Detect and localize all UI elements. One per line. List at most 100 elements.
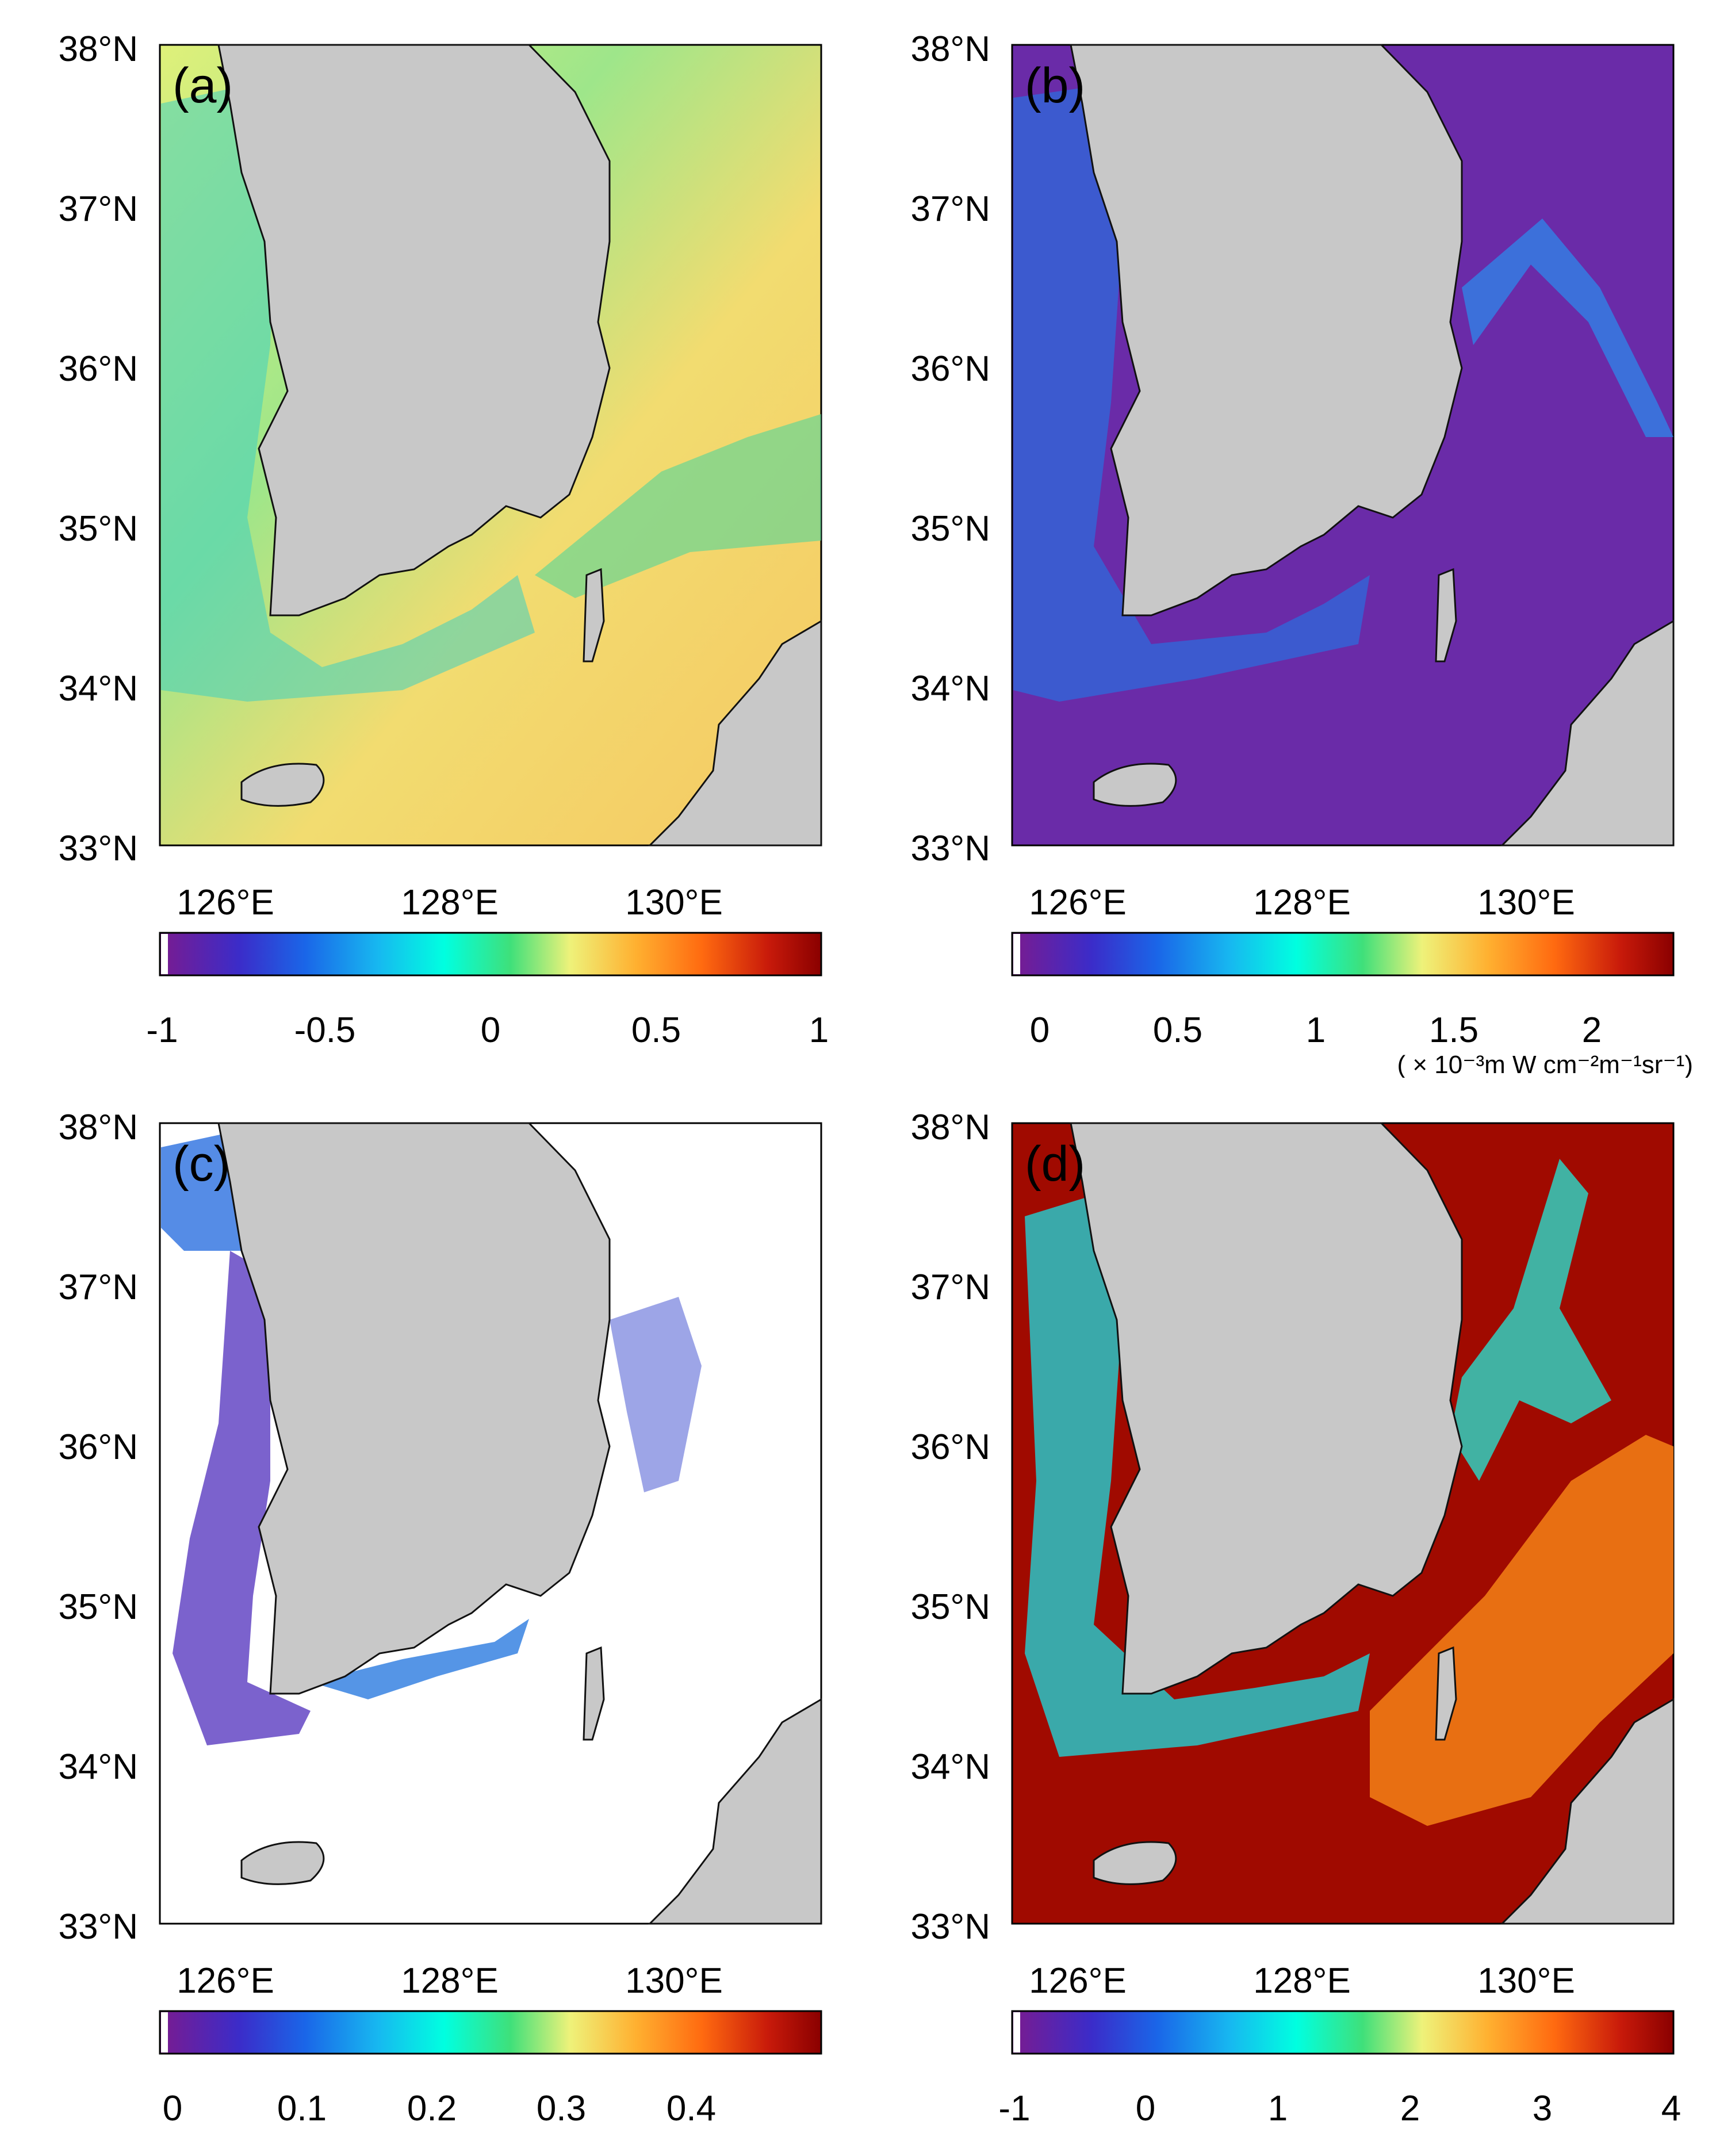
japan-landmass: [1500, 619, 1675, 847]
tsushima-island: [1435, 1646, 1457, 1741]
lat-label: 38°N: [910, 29, 990, 69]
japan-landmass: [648, 619, 822, 847]
panel-a-svg: (a) 38°N 37°N 36°N 35°N 34°N 33°N 126°E …: [58, 29, 829, 1050]
colorbar-tick: 1.5: [1429, 1010, 1478, 1050]
lon-label: 128°E: [401, 883, 499, 922]
lat-label: 33°N: [910, 1907, 990, 1947]
colorbar-tick: 1: [1306, 1010, 1326, 1050]
korea-landmass: [1070, 44, 1463, 616]
colorbar-nodata-swatch: [1013, 2012, 1020, 2052]
panel-c-svg: (c) 38°N 37°N 36°N 35°N 34°N 33°N 126°E …: [58, 1108, 822, 2128]
colorbar-tick: -0.5: [294, 1010, 356, 1050]
lon-label: 126°E: [1029, 1961, 1127, 2001]
panel-d: (d) 38°N 37°N 36°N 35°N 34°N 33°N 126°E …: [852, 1078, 1709, 2156]
lat-label: 33°N: [58, 829, 138, 868]
lon-label: 128°E: [1253, 1961, 1351, 2001]
colorbar-tick: 0: [1030, 1010, 1049, 1050]
east-coast-water: [535, 414, 821, 598]
tsushima-island: [1435, 568, 1457, 662]
lat-label: 36°N: [58, 1427, 138, 1467]
lat-label: 35°N: [910, 509, 990, 549]
colorbar-nodata-swatch: [1013, 934, 1020, 974]
lat-label: 33°N: [58, 1907, 138, 1947]
korea-landmass: [217, 1122, 611, 1695]
panel-b: (b) 38°N 37°N 36°N 35°N 34°N 33°N 126°E …: [852, 0, 1709, 1078]
west-coast-water: [161, 86, 535, 702]
lat-label: 33°N: [910, 829, 990, 868]
japan-landmass: [1500, 1698, 1675, 1925]
lat-label: 34°N: [910, 1747, 990, 1787]
lat-label: 38°N: [910, 1108, 990, 1147]
colorbar-tick: 2: [1582, 1010, 1602, 1050]
colorbar-tick: 0.3: [537, 2089, 586, 2128]
lat-label: 37°N: [910, 1267, 990, 1307]
lon-label: 126°E: [177, 883, 274, 922]
colorbar: [159, 2010, 822, 2055]
west-coast-strip: [173, 1251, 311, 1745]
panel-label: (b): [1025, 58, 1085, 113]
lon-label: 130°E: [1477, 1961, 1575, 2001]
colorbar-unit: ( × 10⁻³m W cm⁻²m⁻¹sr⁻¹): [1397, 1051, 1694, 1078]
panel-label: (c): [173, 1136, 230, 1192]
colorbar-tick: 1: [1268, 2089, 1288, 2128]
lon-label: 128°E: [1253, 883, 1351, 922]
colorbar-tick: 1: [809, 1010, 829, 1050]
lat-label: 38°N: [58, 29, 138, 69]
lat-label: 34°N: [58, 1747, 138, 1787]
lat-label: 37°N: [58, 189, 138, 229]
jeju-island: [1093, 1841, 1177, 1885]
lon-label: 128°E: [401, 1961, 499, 2001]
lat-label: 37°N: [58, 1267, 138, 1307]
lat-label: 35°N: [58, 509, 138, 549]
panel-a: (a) 38°N 37°N 36°N 35°N 34°N 33°N 126°E …: [0, 0, 857, 1078]
east-coast-current: [1462, 219, 1673, 437]
colorbar-tick: 2: [1400, 2089, 1420, 2128]
colorbar-nodata-swatch: [161, 934, 168, 974]
lat-label: 36°N: [58, 349, 138, 389]
west-coast-water: [1013, 86, 1370, 702]
lon-label: 126°E: [177, 1961, 274, 2001]
colorbar-tick: -1: [146, 1010, 178, 1050]
tsushima-island: [583, 568, 605, 662]
colorbar-tick: 0: [481, 1010, 500, 1050]
lon-label: 130°E: [1477, 883, 1575, 922]
colorbar: [159, 932, 822, 976]
colorbar-tick: 4: [1661, 2089, 1681, 2128]
colorbar: [1011, 2010, 1675, 2055]
jeju-island: [1093, 763, 1177, 807]
colorbar-tick: 0: [1136, 2089, 1155, 2128]
jeju-island: [240, 763, 325, 807]
colorbar-nodata-swatch: [161, 2012, 168, 2052]
colorbar: [1011, 932, 1675, 976]
panel-label: (a): [173, 58, 233, 113]
colorbar-tick: 0.4: [667, 2089, 716, 2128]
colorbar-tick: -1: [998, 2089, 1030, 2128]
lat-label: 34°N: [910, 669, 990, 709]
lon-label: 130°E: [625, 883, 723, 922]
korea-landmass: [217, 44, 611, 616]
lon-label: 126°E: [1029, 883, 1127, 922]
japan-landmass: [648, 1698, 822, 1925]
colorbar-tick: 0.5: [631, 1010, 681, 1050]
lat-label: 34°N: [58, 669, 138, 709]
east-coast-current: [1450, 1159, 1611, 1481]
colorbar-tick: 0: [163, 2089, 182, 2128]
lon-label: 130°E: [625, 1961, 723, 2001]
west-coast-water: [1025, 1193, 1370, 1757]
colorbar-tick: 0.2: [407, 2089, 457, 2128]
colorbar-tick: 3: [1533, 2089, 1552, 2128]
colorbar-tick: 0.1: [277, 2089, 327, 2128]
panel-d-svg: (d) 38°N 37°N 36°N 35°N 34°N 33°N 126°E …: [910, 1108, 1681, 2128]
lat-label: 38°N: [58, 1108, 138, 1147]
jeju-island: [240, 1841, 325, 1885]
east-coast-patch: [610, 1297, 702, 1492]
lat-label: 37°N: [910, 189, 990, 229]
panel-c: (c) 38°N 37°N 36°N 35°N 34°N 33°N 126°E …: [0, 1078, 857, 2156]
tsushima-island: [583, 1646, 605, 1741]
lat-label: 35°N: [58, 1587, 138, 1627]
panel-label: (d): [1025, 1136, 1085, 1192]
korea-landmass: [1070, 1122, 1463, 1695]
lat-label: 36°N: [910, 349, 990, 389]
colorbar-tick: 0.5: [1153, 1010, 1202, 1050]
lat-label: 36°N: [910, 1427, 990, 1467]
